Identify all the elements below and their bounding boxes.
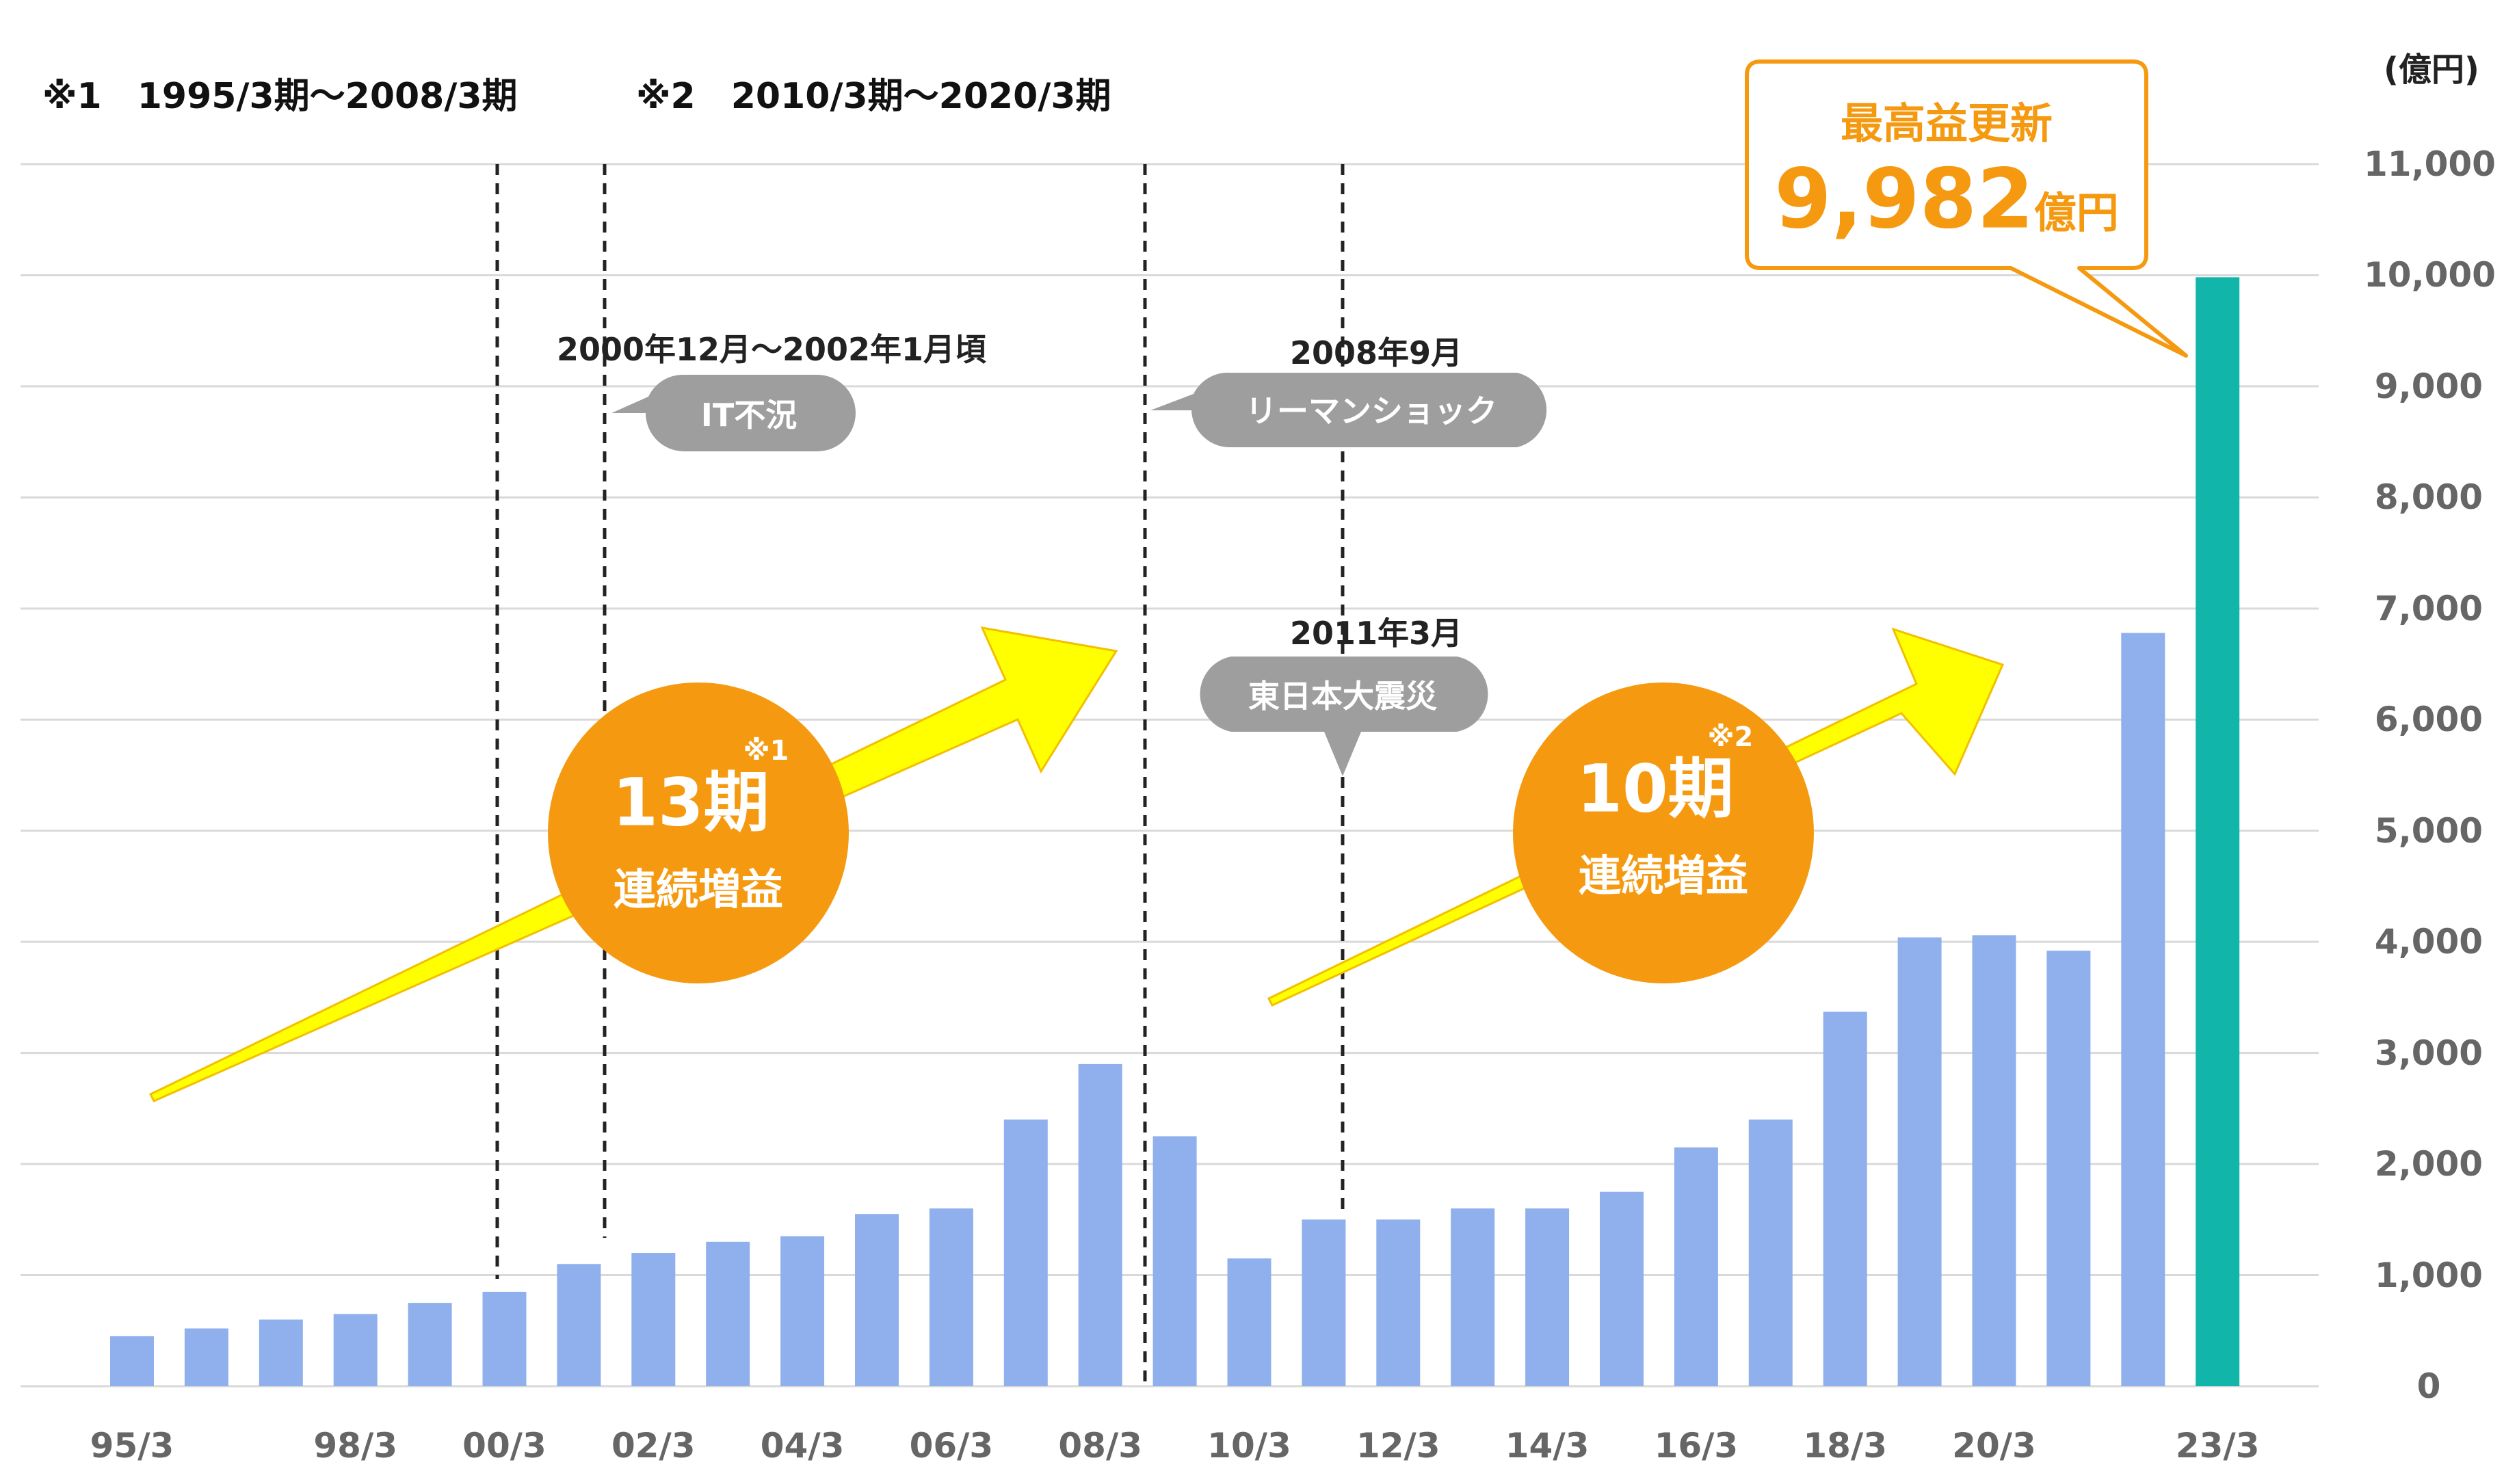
bar-95-3 [110, 1336, 154, 1386]
bar-01-3 [557, 1264, 601, 1386]
bars [110, 277, 2240, 1387]
it-bubble [611, 374, 856, 451]
y-tick-label: 2,000 [2374, 1144, 2483, 1184]
x-tick-label: 95/3 [90, 1426, 174, 1466]
growth-arrow-2 [1267, 627, 2005, 1007]
y-tick-label: 7,000 [2374, 588, 2483, 628]
bar-17-3 [1748, 1119, 1793, 1386]
x-tick-label: 20/3 [1952, 1426, 2036, 1466]
bar-10-3 [1227, 1258, 1271, 1386]
x-tick-label: 04/3 [760, 1426, 845, 1466]
bar-14-3 [1525, 1208, 1570, 1386]
streak-circle-1 [548, 683, 849, 983]
bar-16-3 [1674, 1147, 1718, 1386]
streak-circle-2 [1513, 683, 1814, 983]
y-axis-unit: (億円) [2384, 51, 2479, 89]
bar-97-3 [259, 1319, 303, 1386]
x-tick-label: 14/3 [1505, 1426, 1590, 1466]
lehman-name-label: リーマンショック [1246, 393, 1497, 429]
bar-18-3 [1823, 1011, 1867, 1386]
bar-00-3 [482, 1291, 527, 1386]
y-tick-label: 4,000 [2374, 922, 2483, 962]
bar-96-3 [184, 1328, 228, 1386]
bar-05-3 [855, 1214, 899, 1386]
bar-11-3 [1302, 1219, 1346, 1386]
x-tick-label: 00/3 [462, 1426, 546, 1466]
bar-12-3 [1376, 1219, 1421, 1386]
lehman-date-label: 2008年9月 [1289, 334, 1463, 371]
y-tick-label: 10,000 [2364, 255, 2496, 295]
bar-22-3 [2121, 633, 2165, 1387]
record-value-number: 9,982 [1774, 152, 2034, 248]
it-name-label: IT不況 [700, 397, 798, 434]
lehman-bubble [1150, 372, 1547, 447]
x-tick-label: 12/3 [1356, 1426, 1440, 1466]
bar-20-3 [1972, 935, 2016, 1386]
y-tick-label: 8,000 [2374, 477, 2483, 518]
streak-2-mark: ※2 [1707, 721, 1754, 753]
streak-1-mark: ※1 [743, 735, 789, 767]
note-2: ※2 2010/3期～2020/3期 [636, 76, 1111, 117]
y-tick-label: 1,000 [2374, 1255, 2483, 1295]
bar-99-3 [408, 1303, 452, 1386]
bar-02-3 [631, 1253, 676, 1386]
record-title: 最高益更新 [1840, 98, 2053, 148]
x-tick-label: 16/3 [1654, 1426, 1739, 1466]
bar-19-3 [1897, 937, 1942, 1386]
record-value-unit: 億円 [2033, 187, 2119, 238]
bar-13-3 [1451, 1208, 1495, 1386]
x-tick-label: 02/3 [611, 1426, 696, 1466]
bar-03-3 [706, 1241, 750, 1386]
y-tick-label: 6,000 [2374, 700, 2483, 740]
note-1: ※1 1995/3期～2008/3期 [42, 76, 518, 117]
bar-15-3 [1600, 1191, 1644, 1386]
streak-1-count: 13期 [612, 764, 769, 841]
y-tick-label: 3,000 [2374, 1033, 2483, 1073]
record-value: 9,982億円 [1774, 153, 2119, 248]
record-callout-box [1745, 59, 2188, 358]
y-tick-label: 5,000 [2374, 810, 2483, 851]
x-tick-label: 10/3 [1207, 1426, 1291, 1466]
y-tick-label: 0 [2416, 1366, 2441, 1406]
bar-21-3 [2046, 951, 2091, 1386]
bar-08-3 [1078, 1063, 1122, 1386]
gridlines [21, 163, 2319, 1388]
bar-09-3 [1152, 1136, 1197, 1386]
x-tick-label: 23/3 [2175, 1426, 2260, 1466]
it-date-label: 2000年12月～2002年1月頃 [556, 331, 987, 368]
bar-04-3 [780, 1236, 825, 1386]
y-tick-label: 9,000 [2374, 366, 2483, 406]
quake-date-label: 2011年3月 [1289, 615, 1463, 652]
quake-bubble [1200, 657, 1488, 776]
x-tick-label: 06/3 [909, 1426, 994, 1466]
streak-2-count: 10期 [1577, 750, 1734, 827]
streak-1-label: 連続増益 [613, 864, 784, 914]
bar-23-3 [2196, 277, 2240, 1387]
bar-06-3 [929, 1208, 973, 1386]
y-tick-label: 11,000 [2364, 144, 2496, 184]
streak-2-label: 連続増益 [1578, 851, 1749, 901]
x-tick-label: 08/3 [1058, 1426, 1142, 1466]
x-tick-label: 18/3 [1803, 1426, 1887, 1466]
bar-98-3 [333, 1314, 378, 1386]
x-tick-label: 98/3 [313, 1426, 397, 1466]
quake-name-label: 東日本大震災 [1248, 678, 1437, 715]
bar-07-3 [1003, 1119, 1048, 1386]
